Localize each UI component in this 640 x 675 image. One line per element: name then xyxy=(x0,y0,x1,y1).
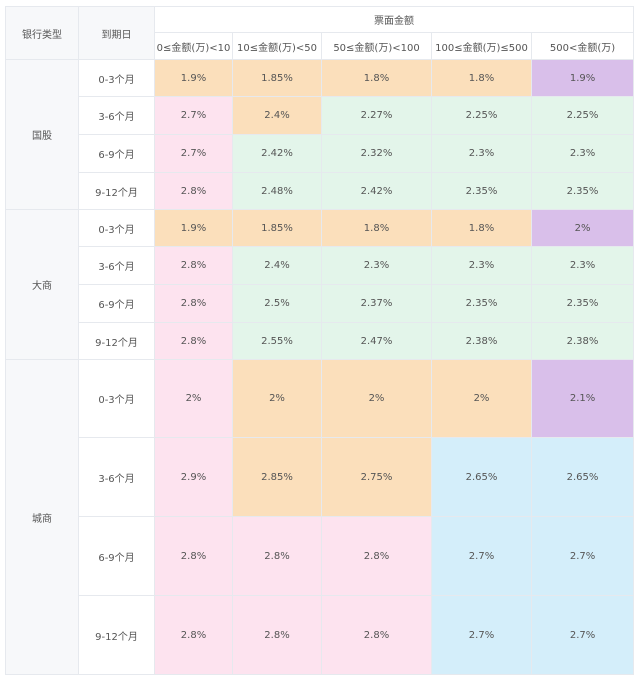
rate-cell: 2.9% xyxy=(154,437,233,517)
rate-cell: 2.47% xyxy=(321,322,432,360)
bank-type-header: 银行类型 xyxy=(5,6,79,60)
amount-range-header: 0≤金额(万)<10 xyxy=(154,32,233,60)
rate-cell: 2.3% xyxy=(431,134,532,173)
rate-cell: 2.8% xyxy=(321,595,432,675)
rate-table-container: 银行类型 到期日 票面金额 0≤金额(万)<10 10≤金额(万)<50 50≤… xyxy=(5,6,635,675)
rate-cell: 2.35% xyxy=(530,172,635,210)
maturity-cell: 9-12个月 xyxy=(78,595,155,675)
table-row: 3-6个月 2.7% 2.4% 2.27% 2.25% 2.25% xyxy=(6,96,635,135)
rate-cell: 2.32% xyxy=(321,134,432,173)
bank-type-cell: 城商 xyxy=(5,359,79,675)
maturity-header: 到期日 xyxy=(78,6,155,60)
bank-type-cell: 国股 xyxy=(5,59,79,210)
amount-group-header: 票面金额 xyxy=(153,6,635,33)
rate-cell: 2.7% xyxy=(154,134,233,173)
rate-cell: 2.8% xyxy=(154,284,233,323)
table-row: 6-9个月 2.8% 2.5% 2.37% 2.35% 2.35% xyxy=(6,284,635,323)
rate-cell: 2.7% xyxy=(154,96,233,135)
maturity-cell: 3-6个月 xyxy=(78,437,155,517)
rate-cell: 2% xyxy=(530,209,635,247)
maturity-cell: 3-6个月 xyxy=(78,246,155,285)
rate-cell: 2.3% xyxy=(530,134,635,173)
rate-cell: 2.8% xyxy=(321,516,432,596)
table-row: 国股 0-3个月 1.9% 1.85% 1.8% 1.8% 1.9% xyxy=(5,59,635,210)
rate-cell: 2.27% xyxy=(321,96,432,135)
table-row: 9-12个月 2.8% 2.8% 2.8% 2.7% 2.7% xyxy=(6,595,635,675)
rate-cell: 2.8% xyxy=(154,246,233,285)
rate-cell: 2.38% xyxy=(530,322,635,360)
maturity-cell: 9-12个月 xyxy=(78,172,155,210)
rate-cell: 2% xyxy=(232,359,322,438)
amount-range-header: 10≤金额(万)<50 xyxy=(232,32,322,60)
rate-cell: 2.7% xyxy=(530,595,635,675)
rate-cell: 2.48% xyxy=(232,172,322,210)
rate-cell: 2.65% xyxy=(431,437,532,517)
rate-cell: 1.8% xyxy=(321,59,432,97)
rate-cell: 2.3% xyxy=(321,246,432,285)
rate-cell: 2.35% xyxy=(431,172,532,210)
rate-cell: 2.8% xyxy=(232,516,322,596)
table-row: 3-6个月 2.9% 2.85% 2.75% 2.65% 2.65% xyxy=(6,437,635,517)
rate-cell: 1.9% xyxy=(530,59,635,97)
rate-cell: 2.42% xyxy=(321,172,432,210)
maturity-cell: 6-9个月 xyxy=(78,284,155,323)
table-row: 3-6个月 2.8% 2.4% 2.3% 2.3% 2.3% xyxy=(6,246,635,285)
rate-cell: 1.8% xyxy=(431,209,532,247)
rate-cell: 2.4% xyxy=(232,96,322,135)
rate-cell: 2.3% xyxy=(530,246,635,285)
table-row: 城商 0-3个月 2% 2% 2% 2% 2.1% xyxy=(5,359,635,675)
table-row: 6-9个月 2.7% 2.42% 2.32% 2.3% 2.3% xyxy=(6,134,635,173)
rate-cell: 2.5% xyxy=(232,284,322,323)
rate-cell: 2% xyxy=(154,359,233,438)
table-row: 大商 0-3个月 1.9% 1.85% 1.8% 1.8% 2% xyxy=(5,209,635,360)
rate-cell: 2% xyxy=(321,359,432,438)
rate-cell: 2.4% xyxy=(232,246,322,285)
rate-cell: 2.35% xyxy=(431,284,532,323)
maturity-cell: 9-12个月 xyxy=(78,322,155,360)
rate-cell: 2.25% xyxy=(530,96,635,135)
rate-cell: 2.38% xyxy=(431,322,532,360)
rate-cell: 2% xyxy=(431,359,532,438)
table-body: 国股 0-3个月 1.9% 1.85% 1.8% 1.8% 1.9% 3-6个月 2.7% 2.4… xyxy=(5,59,635,675)
maturity-cell: 6-9个月 xyxy=(78,516,155,596)
rate-cell: 2.3% xyxy=(431,246,532,285)
maturity-cell: 0-3个月 xyxy=(78,209,155,247)
rate-cell: 2.35% xyxy=(530,284,635,323)
rate-cell: 1.85% xyxy=(232,209,322,247)
rate-cell: 2.42% xyxy=(232,134,322,173)
maturity-cell: 0-3个月 xyxy=(78,59,155,97)
rate-cell: 2.8% xyxy=(154,172,233,210)
maturity-cell: 3-6个月 xyxy=(78,96,155,135)
amount-range-header: 500<金额(万) xyxy=(530,32,635,60)
rate-cell: 2.7% xyxy=(431,595,532,675)
rate-cell: 2.1% xyxy=(530,359,635,438)
table-row: 9-12个月 2.8% 2.55% 2.47% 2.38% 2.38% xyxy=(6,322,635,360)
rate-cell: 2.85% xyxy=(232,437,322,517)
rate-cell: 2.8% xyxy=(154,322,233,360)
rate-cell: 2.37% xyxy=(321,284,432,323)
rate-cell: 1.9% xyxy=(154,209,233,247)
maturity-cell: 0-3个月 xyxy=(78,359,155,438)
maturity-cell: 6-9个月 xyxy=(78,134,155,173)
rate-cell: 1.8% xyxy=(321,209,432,247)
rate-cell: 2.55% xyxy=(232,322,322,360)
rate-cell: 2.7% xyxy=(530,516,635,596)
rate-cell: 2.75% xyxy=(321,437,432,517)
discount-rate-table: 银行类型 到期日 票面金额 0≤金额(万)<10 10≤金额(万)<50 50≤… xyxy=(5,6,635,675)
table-row: 6-9个月 2.8% 2.8% 2.8% 2.7% 2.7% xyxy=(6,516,635,596)
amount-range-header: 100≤金额(万)≤500 xyxy=(431,32,532,60)
amount-range-header: 50≤金额(万)<100 xyxy=(321,32,432,60)
rate-cell: 2.7% xyxy=(431,516,532,596)
rate-cell: 2.8% xyxy=(154,516,233,596)
rate-cell: 1.8% xyxy=(431,59,532,97)
rate-cell: 2.25% xyxy=(431,96,532,135)
table-row: 9-12个月 2.8% 2.48% 2.42% 2.35% 2.35% xyxy=(6,172,635,210)
rate-cell: 2.8% xyxy=(154,595,233,675)
rate-cell: 2.8% xyxy=(232,595,322,675)
rate-cell: 1.85% xyxy=(232,59,322,97)
rate-cell: 1.9% xyxy=(154,59,233,97)
rate-cell: 2.65% xyxy=(530,437,635,517)
bank-type-cell: 大商 xyxy=(5,209,79,360)
